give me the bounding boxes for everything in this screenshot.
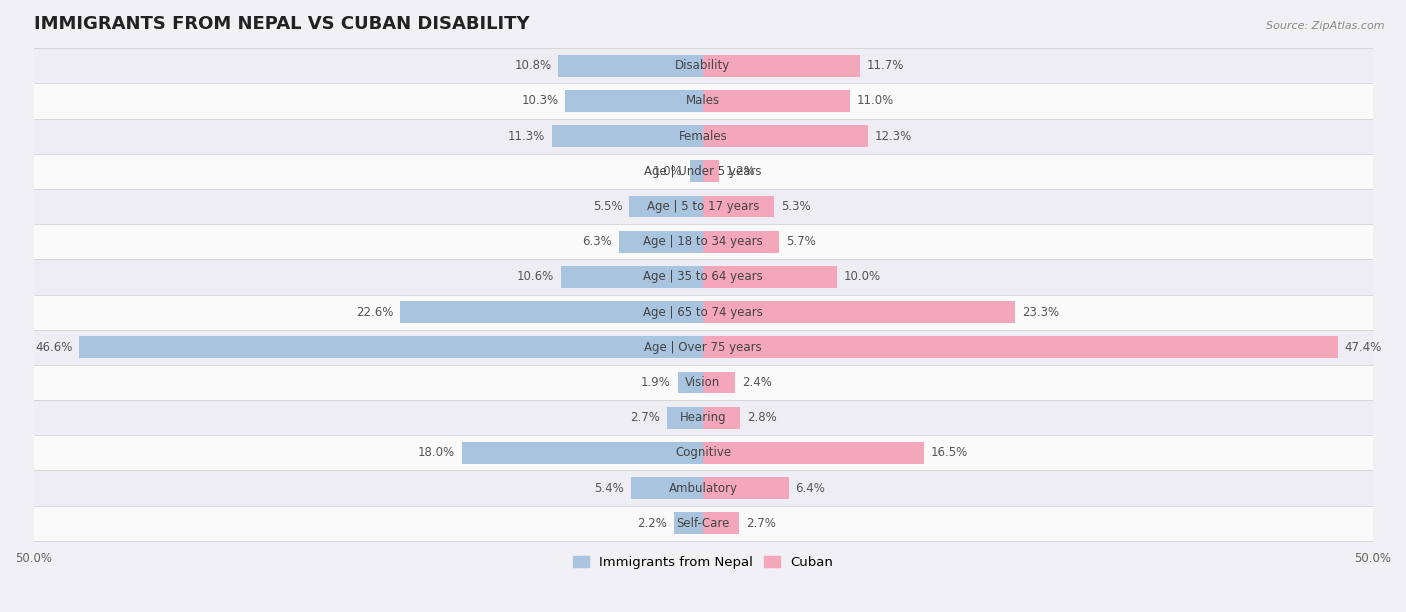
Bar — [619, 231, 703, 253]
Text: Source: ZipAtlas.com: Source: ZipAtlas.com — [1267, 21, 1385, 31]
Text: 18.0%: 18.0% — [418, 446, 456, 460]
Bar — [666, 407, 703, 428]
Text: 5.3%: 5.3% — [780, 200, 810, 213]
Text: 6.4%: 6.4% — [796, 482, 825, 494]
Text: 2.8%: 2.8% — [747, 411, 778, 424]
Bar — [561, 266, 703, 288]
Bar — [401, 301, 703, 323]
Text: Females: Females — [679, 130, 727, 143]
Bar — [463, 442, 703, 464]
Bar — [673, 512, 703, 534]
Bar — [689, 160, 703, 182]
Text: 2.2%: 2.2% — [637, 517, 666, 530]
Bar — [703, 337, 1337, 358]
Text: 11.3%: 11.3% — [508, 130, 546, 143]
Bar — [703, 125, 868, 147]
Bar — [34, 48, 1372, 83]
Text: 1.2%: 1.2% — [725, 165, 755, 178]
Text: 10.8%: 10.8% — [515, 59, 551, 72]
Text: 2.4%: 2.4% — [742, 376, 772, 389]
Text: 23.3%: 23.3% — [1022, 305, 1059, 319]
Bar — [551, 125, 703, 147]
Bar — [703, 442, 924, 464]
Bar — [34, 83, 1372, 119]
Bar — [34, 400, 1372, 435]
Text: 5.5%: 5.5% — [593, 200, 623, 213]
Text: 1.9%: 1.9% — [641, 376, 671, 389]
Legend: Immigrants from Nepal, Cuban: Immigrants from Nepal, Cuban — [568, 551, 838, 575]
Text: Age | 18 to 34 years: Age | 18 to 34 years — [643, 235, 763, 248]
Text: 47.4%: 47.4% — [1344, 341, 1382, 354]
Bar — [703, 371, 735, 394]
Bar — [703, 512, 740, 534]
Text: 46.6%: 46.6% — [35, 341, 72, 354]
Bar — [703, 477, 789, 499]
Bar — [34, 471, 1372, 506]
Text: 10.6%: 10.6% — [517, 271, 554, 283]
Text: 6.3%: 6.3% — [582, 235, 612, 248]
Text: 22.6%: 22.6% — [356, 305, 394, 319]
Bar — [34, 259, 1372, 294]
Bar — [34, 189, 1372, 224]
Text: 11.7%: 11.7% — [866, 59, 904, 72]
Bar — [565, 90, 703, 112]
Text: Disability: Disability — [675, 59, 731, 72]
Text: Age | Under 5 years: Age | Under 5 years — [644, 165, 762, 178]
Text: Age | 65 to 74 years: Age | 65 to 74 years — [643, 305, 763, 319]
Bar — [630, 196, 703, 217]
Bar — [703, 301, 1015, 323]
Bar — [34, 435, 1372, 471]
Text: 10.3%: 10.3% — [522, 94, 558, 108]
Text: 5.7%: 5.7% — [786, 235, 815, 248]
Bar — [703, 231, 779, 253]
Bar — [34, 119, 1372, 154]
Text: Ambulatory: Ambulatory — [668, 482, 738, 494]
Bar — [703, 196, 773, 217]
Text: 2.7%: 2.7% — [745, 517, 776, 530]
Text: 1.0%: 1.0% — [654, 165, 683, 178]
Bar — [703, 90, 851, 112]
Text: 16.5%: 16.5% — [931, 446, 967, 460]
Text: Age | 35 to 64 years: Age | 35 to 64 years — [643, 271, 763, 283]
Text: Males: Males — [686, 94, 720, 108]
Text: Self-Care: Self-Care — [676, 517, 730, 530]
Bar — [34, 224, 1372, 259]
Bar — [703, 407, 741, 428]
Text: Age | Over 75 years: Age | Over 75 years — [644, 341, 762, 354]
Text: 12.3%: 12.3% — [875, 130, 911, 143]
Text: 10.0%: 10.0% — [844, 271, 880, 283]
Text: IMMIGRANTS FROM NEPAL VS CUBAN DISABILITY: IMMIGRANTS FROM NEPAL VS CUBAN DISABILIT… — [34, 15, 529, 33]
Text: 5.4%: 5.4% — [595, 482, 624, 494]
Text: 11.0%: 11.0% — [858, 94, 894, 108]
Text: Vision: Vision — [685, 376, 721, 389]
Bar — [703, 55, 859, 76]
Text: Hearing: Hearing — [679, 411, 727, 424]
Bar — [631, 477, 703, 499]
Bar — [678, 371, 703, 394]
Bar — [79, 337, 703, 358]
Text: 2.7%: 2.7% — [630, 411, 661, 424]
Bar — [34, 506, 1372, 541]
Bar — [703, 160, 718, 182]
Text: Cognitive: Cognitive — [675, 446, 731, 460]
Bar — [34, 365, 1372, 400]
Text: Age | 5 to 17 years: Age | 5 to 17 years — [647, 200, 759, 213]
Bar — [558, 55, 703, 76]
Bar — [34, 294, 1372, 330]
Bar — [34, 154, 1372, 189]
Bar — [34, 330, 1372, 365]
Bar — [703, 266, 837, 288]
